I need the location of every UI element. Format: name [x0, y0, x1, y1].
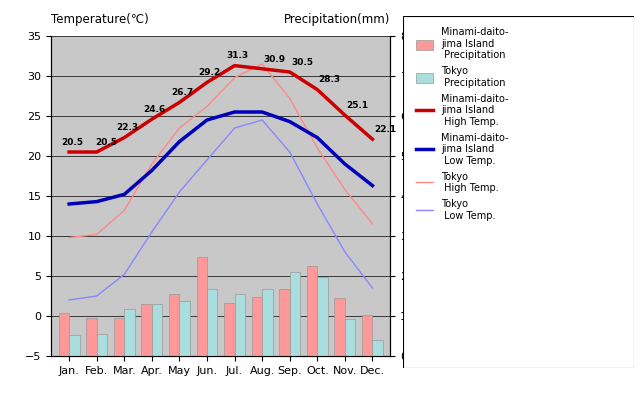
Bar — [69, 335, 79, 356]
Legend: Minami-daito-
jima Island
 Precipitation, Tokyo
 Precipitation, Minami-daito-
ji: Minami-daito- jima Island Precipitation,… — [413, 24, 511, 224]
Bar — [252, 297, 262, 356]
Bar — [114, 318, 124, 356]
Bar — [345, 319, 355, 356]
Bar — [152, 304, 163, 356]
Bar — [290, 272, 300, 356]
Text: 26.7: 26.7 — [171, 88, 193, 97]
Bar — [317, 277, 328, 356]
Text: Precipitation(mm): Precipitation(mm) — [284, 13, 390, 26]
Text: 24.6: 24.6 — [143, 105, 166, 114]
Bar — [59, 313, 69, 356]
Bar — [179, 301, 190, 356]
Bar — [97, 334, 107, 356]
Text: 29.2: 29.2 — [199, 68, 221, 77]
Bar — [235, 294, 245, 356]
Bar — [124, 309, 135, 356]
Text: 20.5: 20.5 — [61, 138, 83, 147]
Text: 22.3: 22.3 — [116, 123, 138, 132]
Bar — [141, 304, 152, 356]
Text: 31.3: 31.3 — [227, 51, 248, 60]
Bar — [86, 318, 97, 356]
Text: Temperature(℃): Temperature(℃) — [51, 13, 149, 26]
Bar — [335, 298, 345, 356]
Bar — [169, 294, 179, 356]
Text: 30.5: 30.5 — [291, 58, 313, 67]
Bar — [207, 289, 218, 356]
Text: 22.1: 22.1 — [374, 125, 396, 134]
Text: 20.5: 20.5 — [95, 138, 117, 147]
Bar — [307, 266, 317, 356]
FancyBboxPatch shape — [403, 16, 634, 368]
Bar — [372, 340, 383, 356]
Bar — [279, 289, 290, 356]
Bar — [262, 289, 273, 356]
Bar — [196, 257, 207, 356]
Text: 28.3: 28.3 — [319, 75, 341, 84]
Text: 30.9: 30.9 — [264, 55, 285, 64]
Bar — [224, 303, 235, 356]
Text: 25.1: 25.1 — [346, 101, 369, 110]
Bar — [362, 315, 372, 356]
